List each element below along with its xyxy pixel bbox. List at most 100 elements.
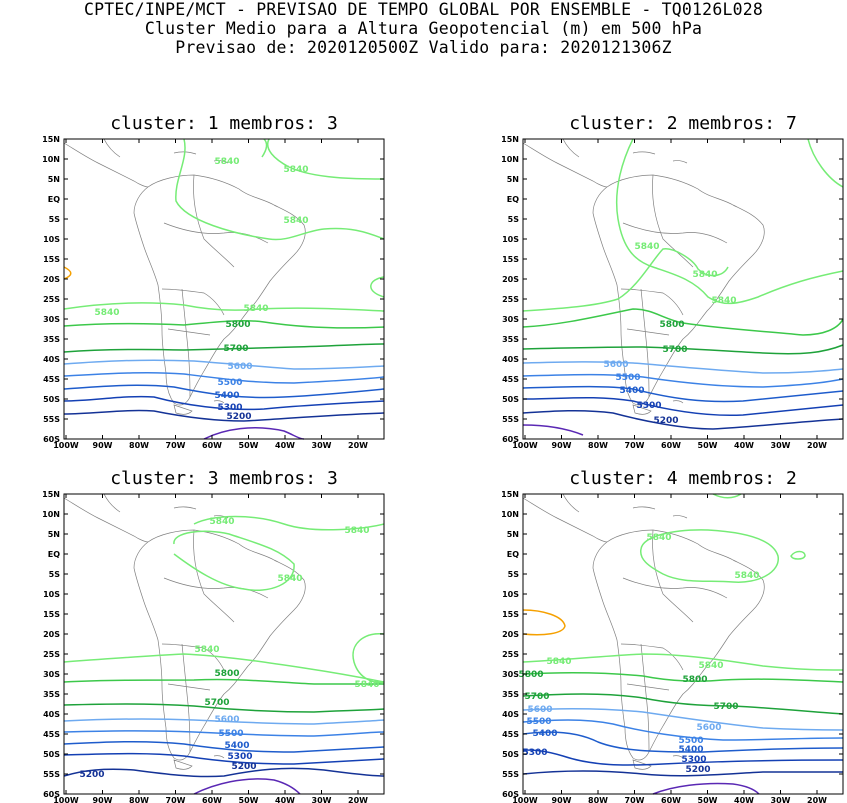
contour-label: 5840 [209, 517, 234, 527]
lat-tick-label: 5N [507, 175, 519, 184]
lon-tick-label: 40W [734, 796, 754, 803]
lat-tick-label: 55S [43, 770, 60, 779]
lat-tick-label: 25S [43, 295, 60, 304]
coastline-segment [193, 174, 235, 268]
contour-5400 [63, 384, 385, 399]
lat-tick-label: 15N [501, 490, 519, 499]
lon-tick-label: 60W [661, 796, 681, 803]
lon-tick-label: 90W [552, 796, 572, 803]
lat-tick-label: 15S [502, 255, 519, 264]
lon-tick-label: 30W [312, 441, 332, 450]
contour-label: 5600 [603, 360, 628, 370]
lon-tick-label: 50W [698, 441, 718, 450]
contour-label: 5840 [711, 296, 736, 306]
contour-5500 [522, 719, 844, 741]
lat-tick-label: 5N [507, 530, 519, 539]
lon-tick-label: 50W [239, 441, 259, 450]
coastline-segment [167, 328, 211, 336]
coastline-segment [103, 138, 121, 158]
contour-5500 [63, 730, 385, 737]
coastline-map [63, 138, 306, 415]
contour-label: 5840 [646, 533, 671, 543]
lon-tick-label: 70W [625, 441, 645, 450]
lat-tick-label: 10N [42, 155, 60, 164]
coastline-segment [213, 755, 225, 759]
contour-label: 5840 [344, 526, 369, 536]
contour-label: 5500 [526, 717, 551, 727]
axis-ticks: 15N10N5NEQ5S10S15S20S25S30S35S40S45S50S5… [42, 135, 384, 450]
contour-5200 [522, 409, 844, 430]
contour-label: 5300 [636, 401, 661, 411]
axis-ticks: 15N10N5NEQ5S10S15S20S25S30S35S40S45S50S5… [501, 490, 843, 803]
coastline-segment [672, 755, 684, 759]
contour-5840-north [193, 515, 385, 531]
lat-tick-label: 5S [508, 215, 520, 224]
lat-tick-label: 10N [501, 510, 519, 519]
lat-tick-label: 55S [43, 415, 60, 424]
coastline-segment [161, 288, 225, 316]
lon-tick-label: 40W [275, 796, 295, 803]
map-frame [63, 138, 385, 440]
contour-5800 [522, 671, 844, 683]
coastline-segment [161, 643, 225, 671]
coastline-map [522, 493, 765, 770]
contour-label: 5700 [662, 345, 687, 355]
coastline-segment [620, 288, 684, 316]
contour-5400 [63, 740, 385, 753]
coastline-segment [63, 497, 149, 543]
header-line-2: Cluster Medio para a Altura Geopotencial… [144, 19, 703, 38]
lat-tick-label: 5S [508, 570, 520, 579]
contour-label: 5500 [217, 378, 242, 388]
lat-tick-label: 60S [502, 435, 519, 444]
contour-label: 5400 [214, 391, 239, 401]
coastline-segment [620, 643, 684, 671]
lat-tick-label: 5N [48, 175, 60, 184]
lat-tick-label: 20S [43, 630, 60, 639]
contour-label: 5800 [214, 669, 239, 679]
contour-label: 5840 [243, 304, 268, 314]
contour-label: 5600 [527, 705, 552, 715]
contour-5700 [522, 344, 844, 355]
map-panel-2: 5840 5840 5840 5800 5700 5600 5500 5400 … [501, 135, 844, 450]
coastline-segment [652, 529, 694, 623]
contour-label: 5840 [194, 645, 219, 655]
lat-tick-label: 10N [42, 510, 60, 519]
contour-5840-east [352, 633, 385, 684]
lat-tick-label: 15S [502, 610, 519, 619]
lat-tick-label: 55S [502, 415, 519, 424]
contour-5880 [522, 609, 566, 636]
lon-tick-label: 20W [807, 441, 827, 450]
map-panel-3: 5840 5840 5840 5840 5840 5800 5700 5600 … [42, 490, 385, 803]
coastline-segment [181, 288, 191, 398]
lat-tick-label: 10S [502, 590, 519, 599]
contour-5400 [522, 385, 844, 403]
lon-tick-label: 70W [166, 441, 186, 450]
contour-5300 [63, 752, 385, 765]
coastline-segment [632, 404, 652, 415]
contour-label: 5840 [283, 216, 308, 226]
coastline-segment [632, 506, 656, 510]
contour-5840-ring [790, 550, 806, 560]
coastline-map [522, 138, 765, 415]
contour-label: 5200 [231, 762, 256, 772]
lon-tick-label: 70W [625, 796, 645, 803]
lon-tick-label: 90W [93, 441, 113, 450]
lon-tick-label: 40W [275, 441, 295, 450]
contour-5300 [522, 749, 844, 766]
coastline-segment [522, 497, 608, 543]
contour-label: 5400 [619, 386, 644, 396]
lon-tick-label: 50W [698, 796, 718, 803]
coastline-segment [173, 506, 197, 510]
lon-tick-label: 60W [202, 441, 222, 450]
contour-5100 [522, 424, 584, 436]
coastline-segment [133, 529, 306, 761]
contour-5200 [63, 767, 385, 778]
lon-tick-label: 80W [588, 796, 608, 803]
contour-label: 5300 [522, 748, 547, 758]
coastline-segment [173, 151, 197, 155]
contour-5840-south [522, 248, 729, 312]
contour-label: 5800 [659, 320, 684, 330]
lat-tick-label: 15S [43, 610, 60, 619]
lat-tick-label: 15N [42, 135, 60, 144]
coastline-segment [213, 400, 225, 404]
